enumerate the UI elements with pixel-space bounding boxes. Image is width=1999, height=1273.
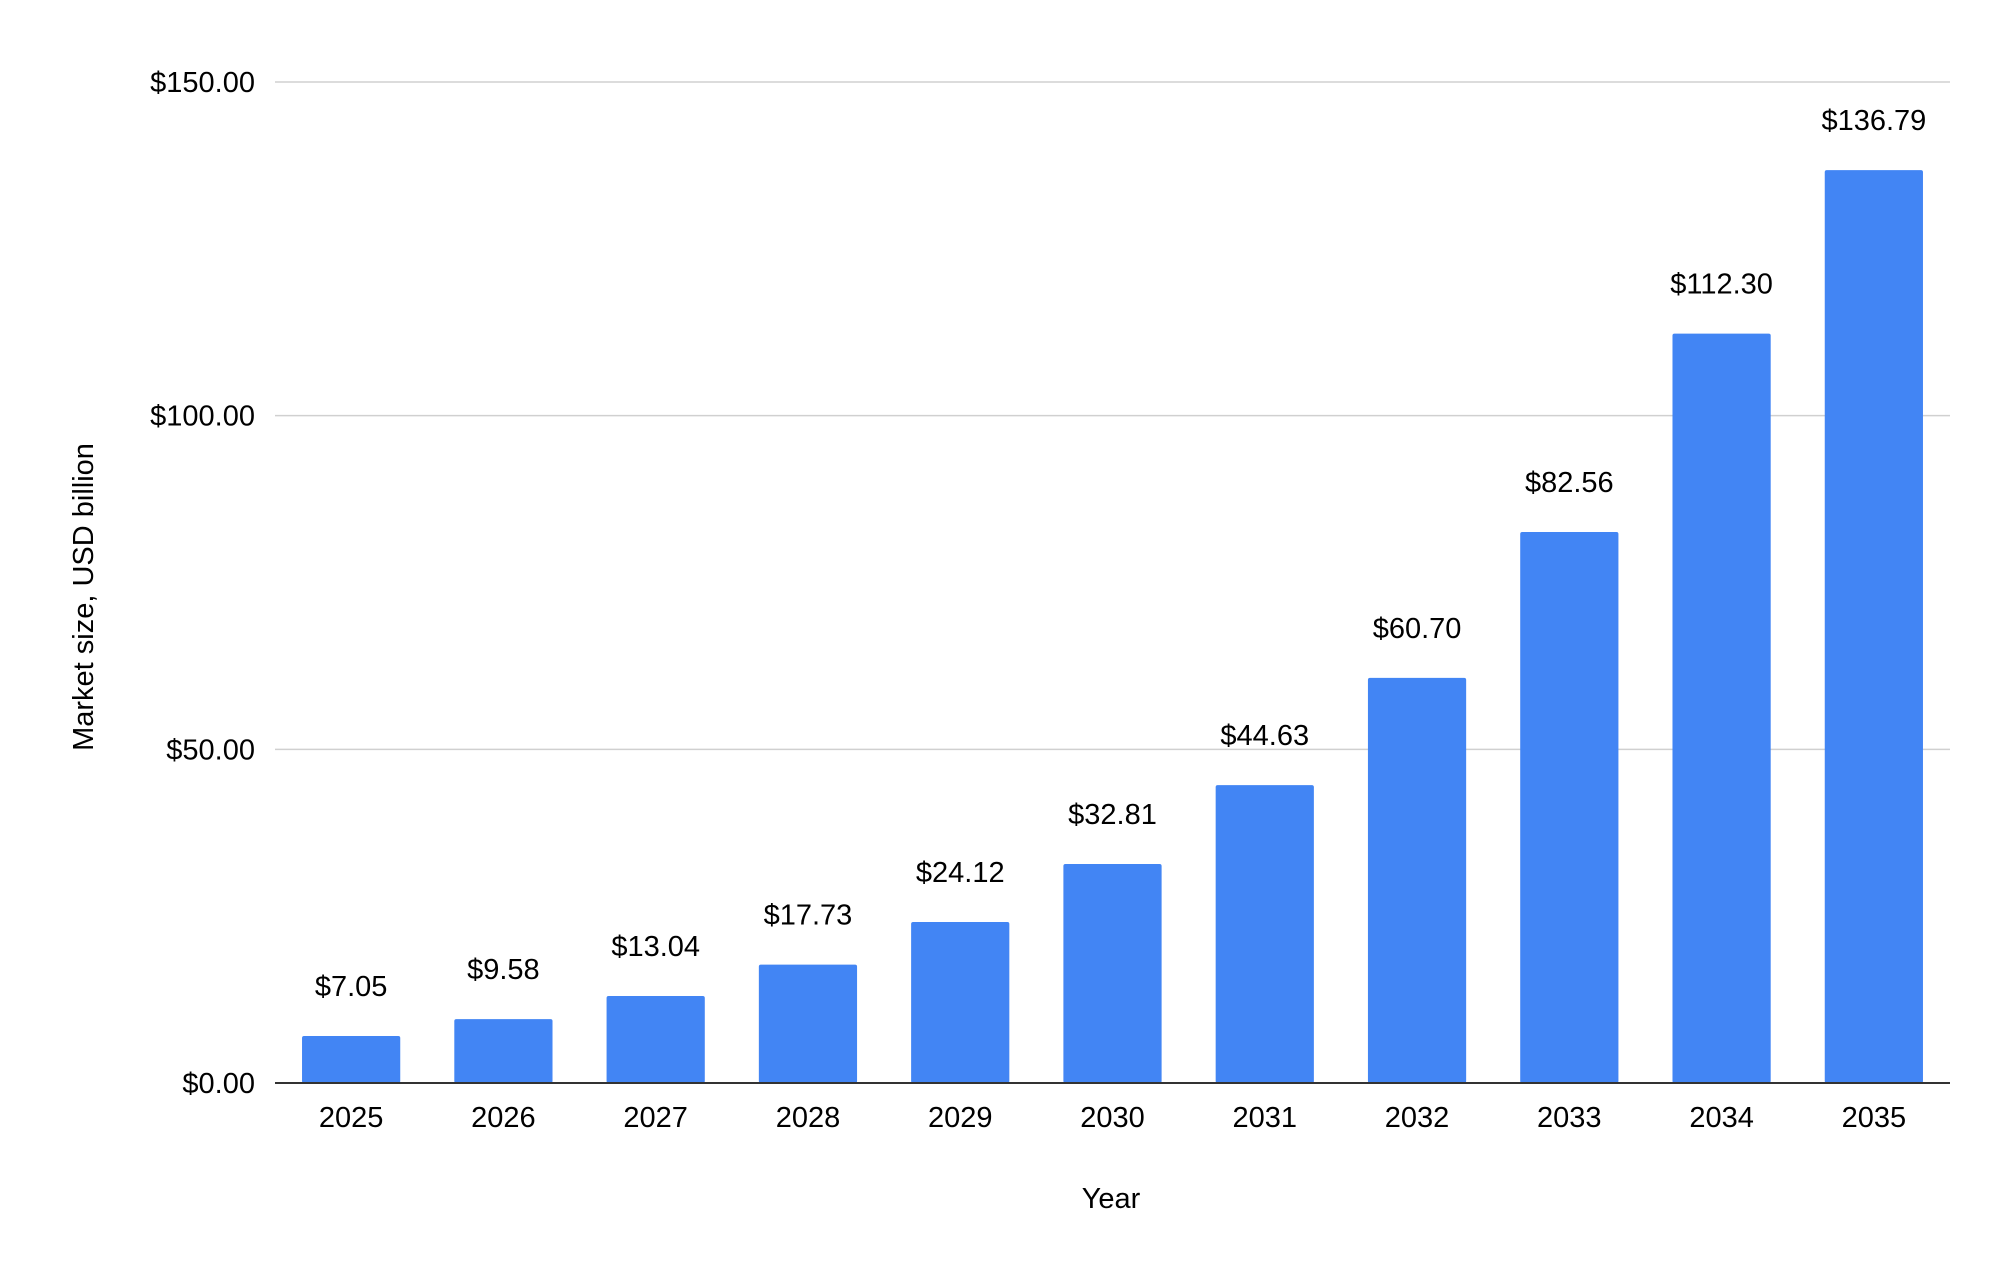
y-tick-label: $0.00 [182,1068,255,1100]
data-label: $24.12 [916,857,1005,889]
gridlines [275,81,1950,751]
data-label: $136.79 [1821,105,1926,137]
data-label: $13.04 [611,931,700,963]
data-label: $32.81 [1068,799,1157,831]
y-axis-title: Market size, USD billion [68,443,100,751]
x-tick-label: 2032 [1385,1102,1450,1134]
bar [1215,785,1314,1083]
x-axis-title: Year [1082,1183,1141,1215]
x-tick-label: 2025 [319,1102,384,1134]
data-label: $17.73 [764,900,853,932]
x-tick-label: 2034 [1689,1102,1754,1134]
y-tick-label: $100.00 [150,401,255,433]
bar [1520,532,1619,1083]
x-tick-label: 2029 [928,1102,993,1134]
x-tick-label: 2027 [623,1102,688,1134]
x-tick-label: 2028 [776,1102,841,1134]
y-tick-label: $150.00 [150,67,255,99]
data-label: $112.30 [1670,269,1773,301]
bar [1672,333,1771,1083]
data-label: $82.56 [1525,467,1614,499]
data-label: $44.63 [1220,720,1309,752]
bar [911,922,1010,1083]
data-label: $60.70 [1373,613,1462,645]
bar [454,1019,553,1083]
x-tick-label: 2033 [1537,1102,1602,1134]
data-label: $9.58 [467,954,540,986]
x-tick-label: 2035 [1842,1102,1907,1134]
bar [758,964,858,1083]
data-labels: $7.05 $9.58 $13.04 $17.73 $24.12 $32.81 $44.63… [315,105,1926,1003]
x-tick-label: 2031 [1233,1102,1298,1134]
x-tick-label: 2030 [1080,1102,1145,1134]
x-tick-label: 2026 [471,1102,536,1134]
data-label: $7.05 [315,971,388,1003]
bar [1063,864,1162,1083]
y-tick-label: $50.00 [166,734,255,766]
axes: $0.00 $50.00 $100.00 $150.00 2025 2026 2027 202… [150,67,1950,1134]
bar [1824,170,1923,1084]
bars [302,170,1923,1084]
bar [1367,677,1467,1083]
bar [302,1035,401,1083]
bar [606,995,705,1083]
